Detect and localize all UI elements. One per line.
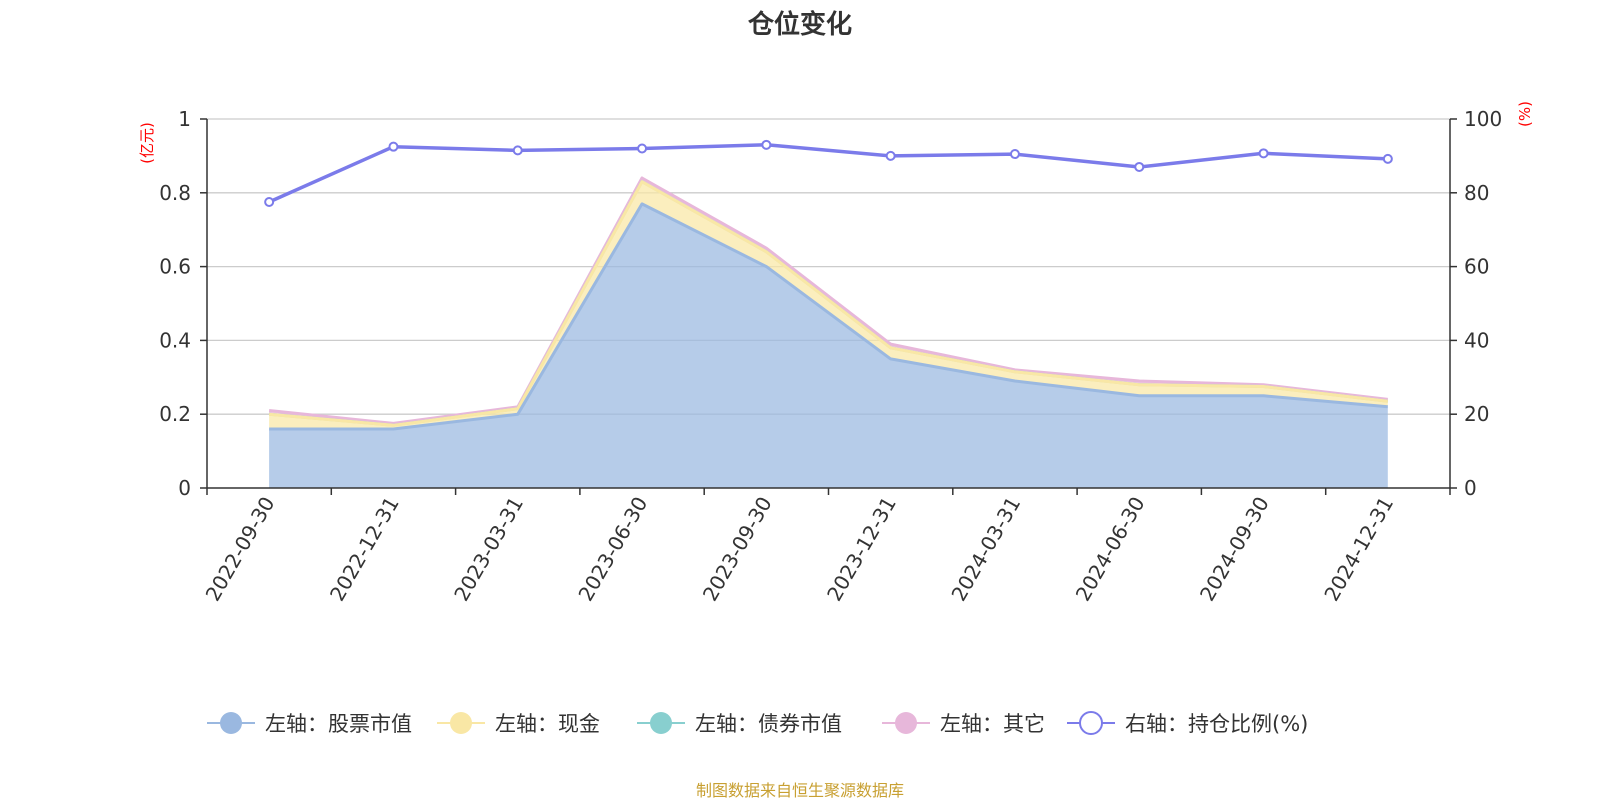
left-tick-label: 0.8 [159,181,191,205]
legend-swatch-marker [1079,711,1103,735]
ratio-point [388,141,399,152]
right-tick-label: 40 [1464,328,1489,352]
legend-item: 左轴：股票市值 [207,712,412,736]
legend-item: 右轴：持仓比例(%) [1067,711,1308,736]
x-tick-label: 2023-09-30 [698,493,777,606]
legend-item: 左轴：债券市值 [637,712,842,736]
holding-ratio-line [264,139,1393,208]
ratio-point [264,197,275,208]
area-line-左轴：股票市值 [269,202,1388,431]
legend-swatch-marker [450,712,472,734]
right-tick-label: 80 [1464,181,1489,205]
ratio-point [1258,148,1269,159]
left-tick-label: 0 [178,476,191,500]
legend-label: 左轴：其它 [940,712,1045,736]
right-axis-unit: (%) [1516,101,1534,127]
legend-item: 左轴：现金 [437,712,600,736]
legend-swatch-marker [650,712,672,734]
legend-swatch-marker [220,712,242,734]
legend-item: 左轴：其它 [882,712,1045,736]
legend-swatch-marker [895,712,917,734]
left-tick-label: 0.4 [159,328,191,352]
area-line-左轴：现金 [268,180,1388,427]
legend: 左轴：股票市值 左轴：现金 左轴：债券市值 左轴：其它 右轴：持仓比例(%) [207,711,1308,736]
x-tick-label: 2024-09-30 [1195,493,1274,606]
chart-title: 仓位变化 [747,9,852,40]
ratio-point [512,145,523,156]
x-tick-label: 2024-03-31 [946,492,1025,605]
ratio-point [1134,161,1145,172]
x-tick-label: 2023-06-30 [573,493,652,606]
ratio-point [1009,149,1020,160]
right-tick-label: 0 [1464,476,1477,500]
x-tick-label: 2024-06-30 [1071,493,1150,606]
right-tick-label: 20 [1464,402,1489,426]
ratio-point [761,139,772,150]
x-tick-label: 2023-12-31 [822,493,901,606]
left-tick-label: 0.6 [159,255,191,279]
ratio-line-path [268,143,1388,204]
legend-label: 左轴：现金 [495,712,600,736]
x-tick-label: 2022-12-31 [325,493,404,606]
x-tick-label: 2023-03-31 [449,493,528,606]
ratio-point [885,150,896,161]
stacked-areas [268,176,1388,488]
area-左轴：现金 [269,181,1388,429]
area-line-左轴：其它 [268,176,1388,425]
legend-label: 左轴：股票市值 [265,712,412,736]
data-source-note: 制图数据来自恒生聚源数据库 [696,781,904,800]
legend-label: 右轴：持仓比例(%) [1125,712,1308,736]
left-axis-unit: (亿元) [138,122,156,164]
legend-label: 左轴：债券市值 [695,712,842,736]
right-tick-label: 60 [1464,255,1489,279]
ratio-point [1382,153,1393,164]
left-tick-label: 1 [178,107,191,131]
left-tick-label: 0.2 [159,402,191,426]
right-tick-label: 100 [1464,107,1502,131]
x-tick-label: 2024-12-31 [1319,493,1398,606]
x-tick-label: 2022-09-30 [201,493,280,606]
ratio-point [637,143,648,154]
area-左轴：股票市值 [269,203,1388,488]
